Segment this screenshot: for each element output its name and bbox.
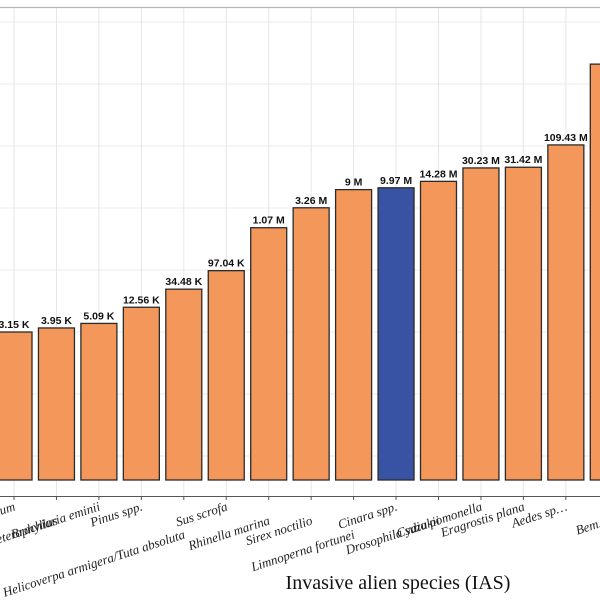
bar-value-label: 12.56 K — [123, 294, 160, 306]
bar — [547, 144, 585, 481]
x-tick-label: Sus scrofa — [174, 498, 230, 529]
bar-value-label: 109.43 M — [544, 132, 588, 144]
bars — [0, 63, 600, 481]
bar — [462, 167, 500, 481]
bar-value-label: 31.42 M — [504, 154, 542, 166]
bar-value-label: 3.26 M — [295, 195, 327, 207]
bar — [334, 188, 373, 481]
x-ticks — [13, 496, 567, 500]
bar — [80, 322, 118, 481]
bar — [37, 327, 76, 481]
bar-value-label: 3.95 K — [41, 315, 72, 327]
bar — [504, 166, 543, 481]
bar-value-label: 97.04 K — [208, 258, 245, 270]
bar-value-label: 1.07 M — [253, 215, 285, 227]
bar-value-label: 9.97 M — [380, 175, 412, 187]
bar — [589, 63, 600, 481]
bar-value-labels: 3.15 K 3.95 K 5.09 K 12.56 K 34.48 K 97.04 K 1… — [0, 132, 588, 331]
bar — [122, 306, 160, 481]
bar — [419, 180, 458, 481]
bar — [292, 207, 330, 481]
x-tick-label: Helicoverpa armigera/Tuta absoluta — [0, 526, 187, 600]
bar-value-label: 5.09 K — [83, 310, 114, 322]
bar — [0, 331, 33, 481]
x-tick-label: Brachiaria eminii — [9, 498, 102, 541]
bar — [207, 270, 245, 481]
bar-value-label: 9 M — [345, 177, 363, 189]
bar-value-label: 14.28 M — [420, 168, 458, 180]
bar-value-label: 3.15 K — [0, 319, 30, 331]
bar — [250, 227, 288, 481]
bar-value-label: 30.23 M — [462, 155, 500, 167]
bar-value-label: 34.48 K — [165, 276, 202, 288]
x-tick-label: Bem… — [574, 513, 600, 538]
bar — [377, 187, 415, 481]
x-axis-title: Invasive alien species (IAS) — [286, 572, 511, 594]
x-tick-label: Cinara spp. — [336, 499, 399, 532]
bar — [165, 288, 203, 481]
